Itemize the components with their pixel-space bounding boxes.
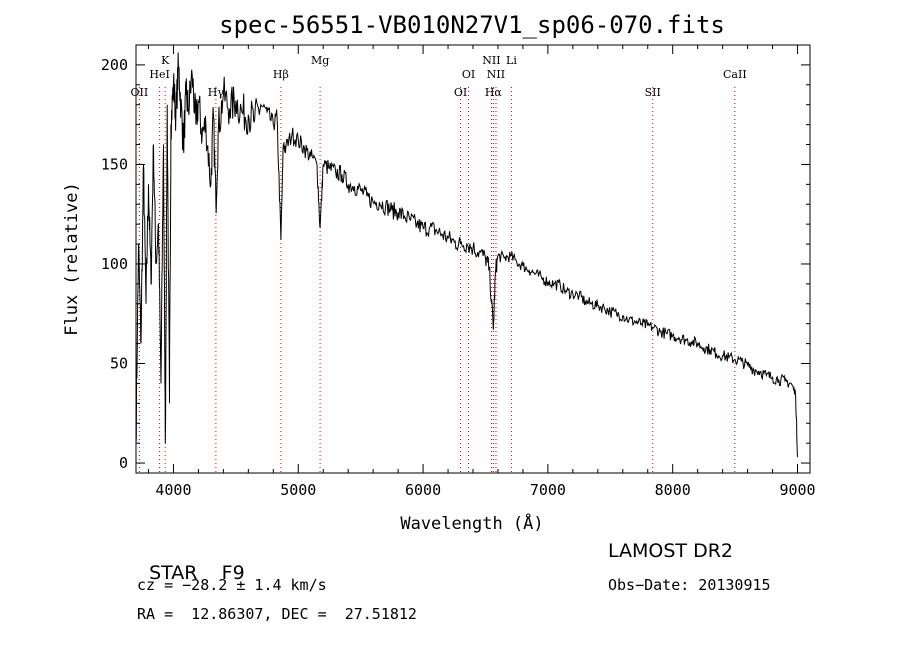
object-class: STAR F9 bbox=[137, 540, 245, 584]
spectrum-series bbox=[136, 52, 798, 458]
line-label-10: NII bbox=[487, 68, 505, 81]
y-tick-label-3: 150 bbox=[101, 155, 128, 173]
line-label-11: Li bbox=[506, 54, 517, 67]
x-tick-label-3: 7000 bbox=[530, 481, 566, 499]
line-label-7: OI bbox=[462, 68, 475, 81]
line-label-0: OII bbox=[131, 86, 149, 99]
line-label-8: NII bbox=[482, 54, 500, 67]
line-label-4: Hβ bbox=[273, 68, 289, 81]
chart-title: spec-56551-VB010N27V1_sp06-070.fits bbox=[219, 11, 725, 39]
y-tick-label-4: 200 bbox=[101, 56, 128, 74]
redshift-cz: cz = −28.2 ± 1.4 km/s bbox=[137, 576, 327, 594]
y-tick-label-2: 100 bbox=[101, 255, 128, 273]
spectral-subclass: F9 bbox=[221, 562, 245, 584]
coordinates: RA = 12.86307, DEC = 27.51812 bbox=[137, 605, 417, 623]
line-label-2: HeI bbox=[149, 68, 169, 81]
line-label-1: K bbox=[161, 54, 170, 67]
survey-name: LAMOST DR2 bbox=[608, 540, 733, 562]
x-axis-label: Wavelength (Å) bbox=[400, 512, 543, 534]
line-label-12: SII bbox=[645, 86, 661, 99]
line-label-6: OI bbox=[454, 86, 467, 99]
y-tick-label-0: 0 bbox=[119, 454, 128, 472]
line-label-13: CaII bbox=[723, 68, 747, 81]
y-tick-label-1: 50 bbox=[110, 355, 128, 373]
class-label: STAR bbox=[149, 562, 198, 584]
x-tick-label-2: 6000 bbox=[405, 481, 441, 499]
x-tick-label-0: 4000 bbox=[155, 481, 191, 499]
line-label-5: Mg bbox=[311, 54, 329, 67]
x-tick-label-4: 8000 bbox=[655, 481, 691, 499]
observation-date: Obs−Date: 20130915 bbox=[608, 576, 771, 594]
y-axis-label: Flux (relative) bbox=[62, 182, 82, 336]
x-tick-label-5: 9000 bbox=[779, 481, 815, 499]
x-tick-label-1: 5000 bbox=[280, 481, 316, 499]
line-label-3: Hγ bbox=[208, 86, 225, 99]
line-label-9: Hα bbox=[485, 86, 503, 99]
